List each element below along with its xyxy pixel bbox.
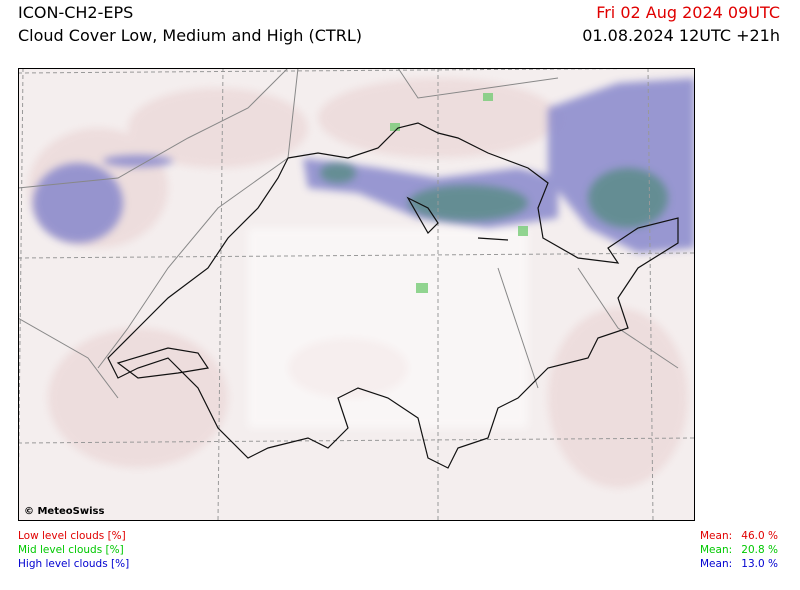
legend-label: High level clouds [%] — [18, 558, 130, 570]
copyright: © MeteoSwiss — [24, 506, 104, 517]
mean-label: Mean: — [700, 544, 733, 556]
mid-clouds-light — [390, 93, 528, 293]
mean-value: 20.8 % — [741, 544, 778, 556]
model-name: ICON-CH2-EPS — [18, 3, 134, 22]
mean-value: 13.0 % — [741, 558, 778, 570]
legend-label: Mid level clouds [%] — [18, 544, 124, 556]
graticule — [18, 68, 695, 521]
legend-label: Low level clouds [%] — [18, 530, 126, 542]
mean-value: 46.0 % — [741, 530, 778, 542]
run-time: 01.08.2024 12UTC +21h — [582, 26, 780, 45]
regional-borders — [18, 68, 679, 399]
swiss-border — [107, 122, 679, 469]
map-title: Cloud Cover Low, Medium and High (CTRL) — [18, 26, 362, 45]
valid-time: Fri 02 Aug 2024 09UTC — [596, 3, 780, 22]
clear-area — [248, 228, 528, 428]
mean-label: Mean: — [700, 558, 733, 570]
mean-label: Mean: — [700, 530, 733, 542]
map-frame — [18, 68, 695, 521]
map: © MeteoSwiss — [18, 68, 695, 521]
